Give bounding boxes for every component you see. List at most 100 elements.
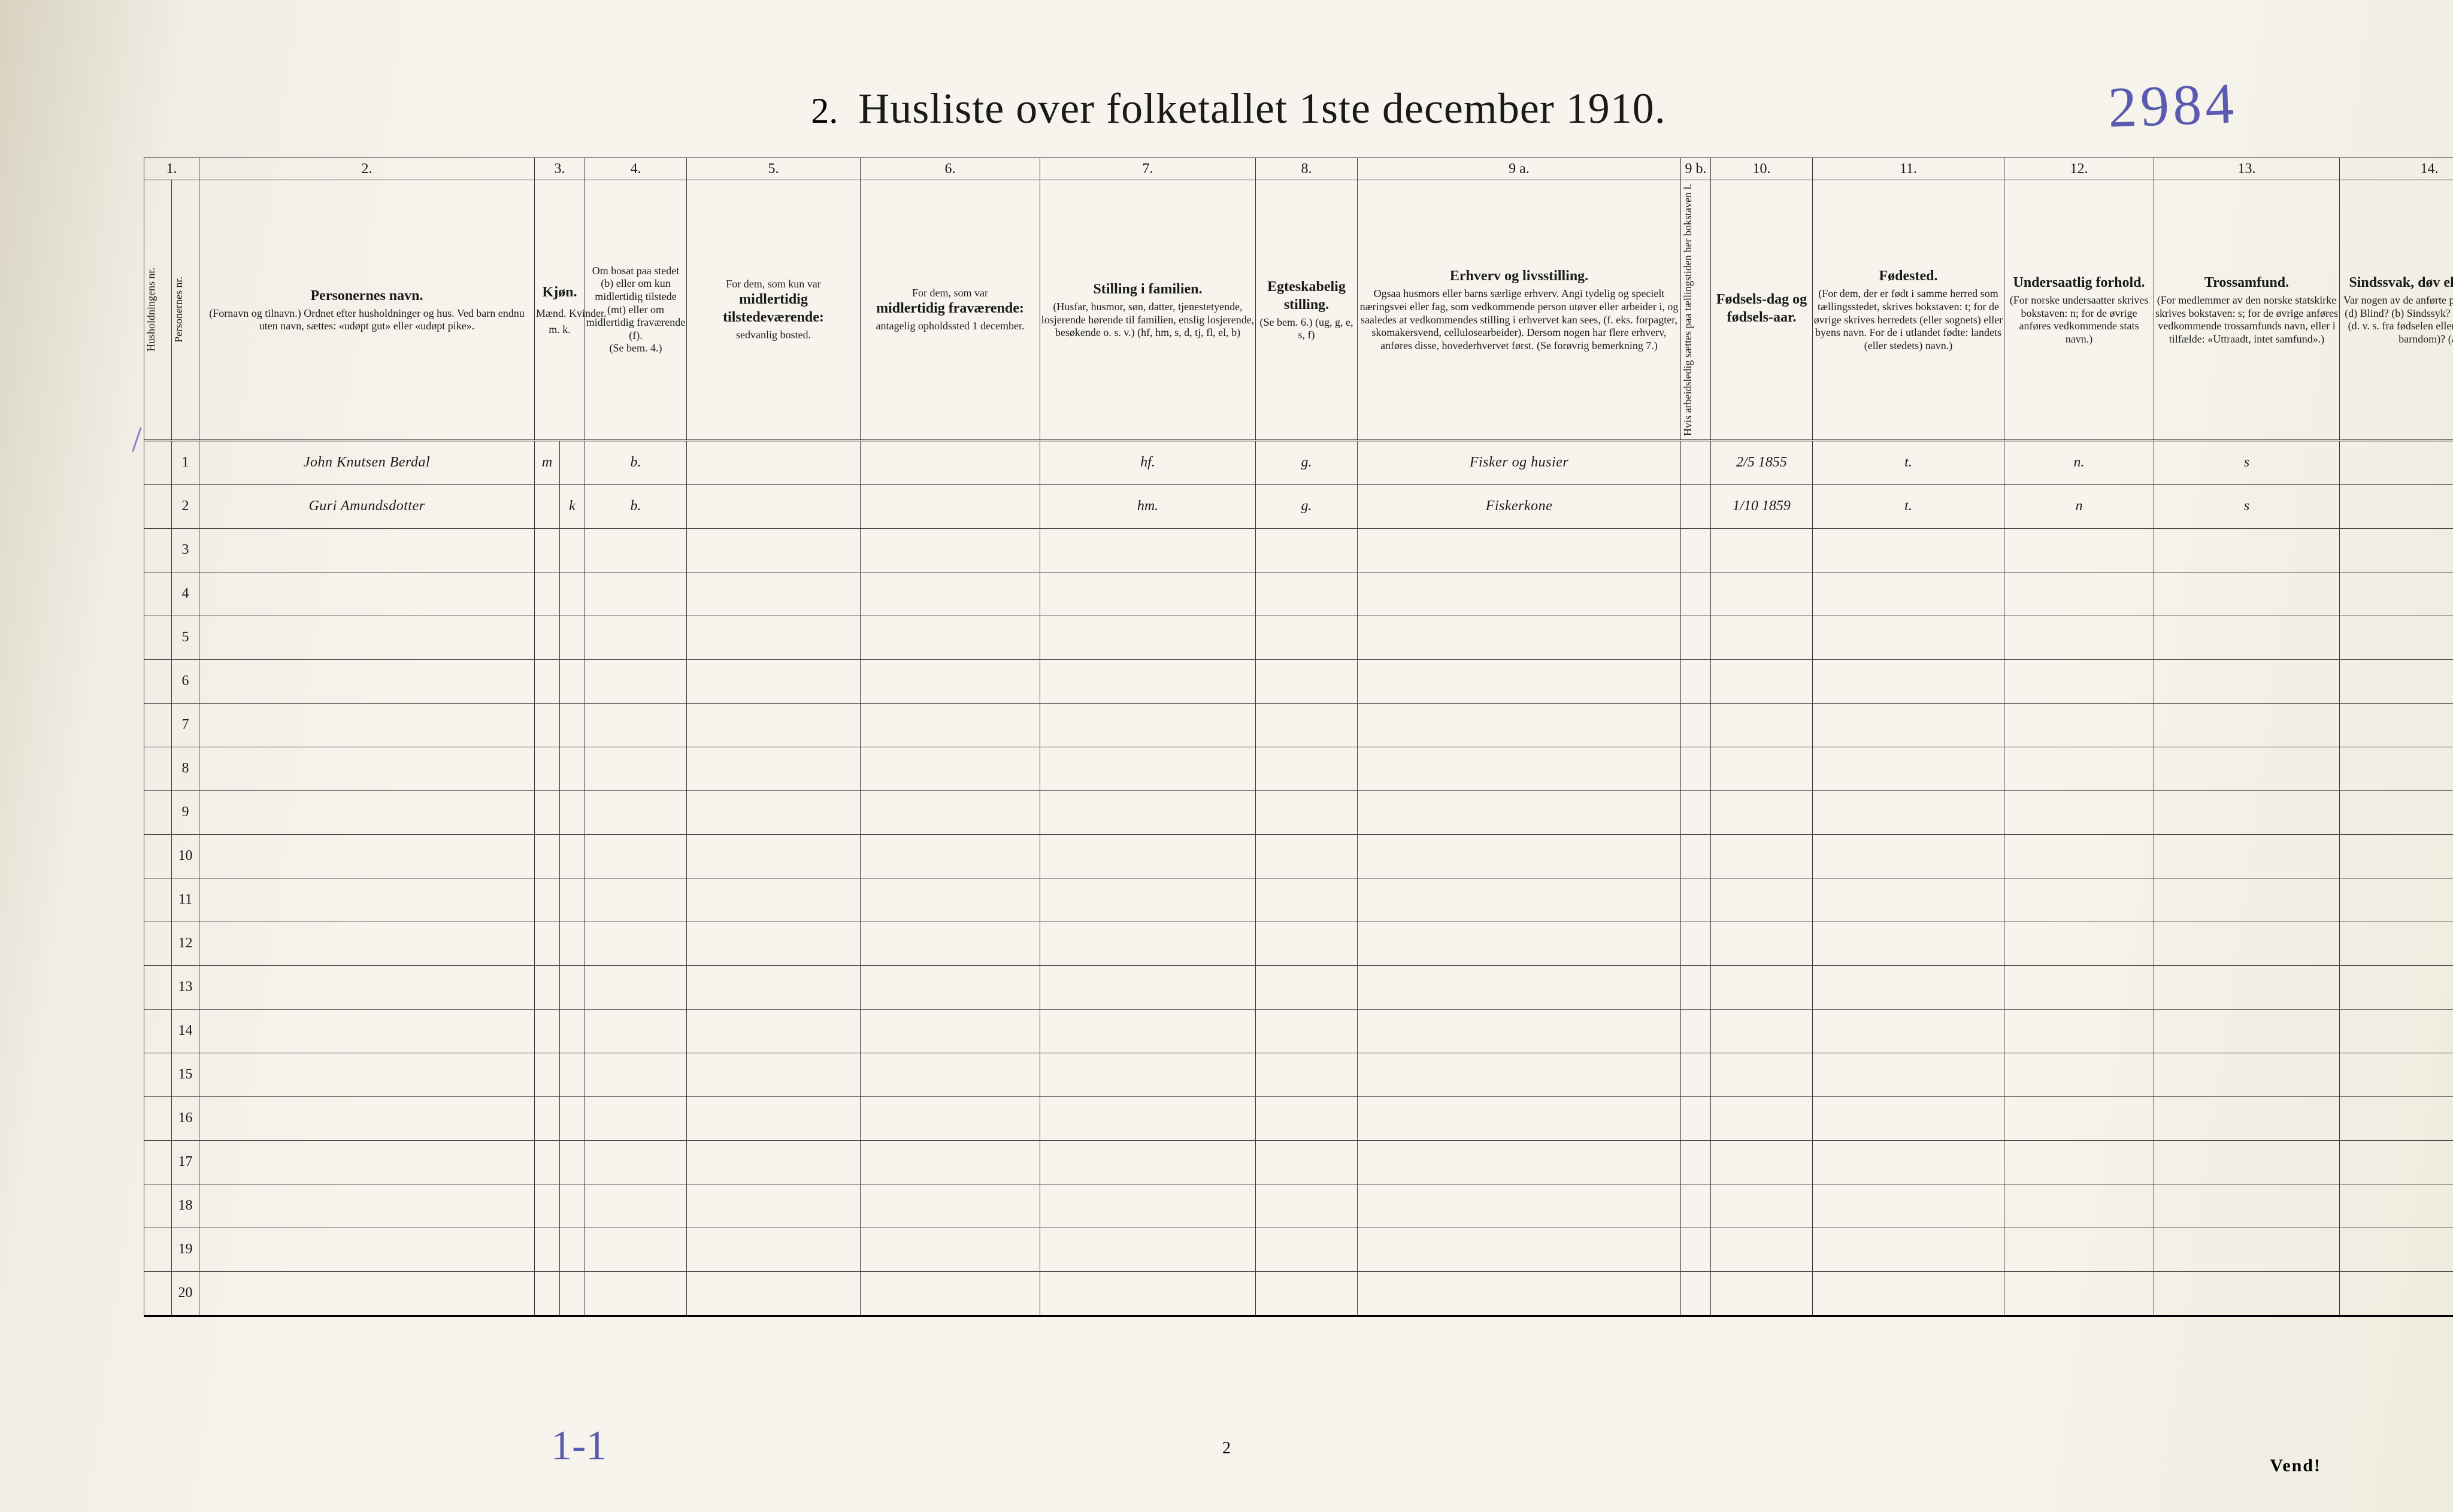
cell [1711, 1140, 1813, 1184]
cell [560, 440, 585, 484]
cell [144, 1184, 172, 1228]
cell [199, 616, 535, 659]
cell: 8 [172, 747, 199, 790]
cell [2004, 1140, 2154, 1184]
cell [2154, 1096, 2340, 1140]
cell [560, 878, 585, 922]
table-row: 1John Knutsen Berdalmb.hf.g.Fisker og hu… [144, 440, 2453, 484]
cell [585, 703, 687, 747]
cell [1813, 747, 2004, 790]
cell [2340, 659, 2453, 703]
cell [1040, 703, 1256, 747]
colnum-4: 4. [585, 158, 687, 180]
cell [2154, 965, 2340, 1009]
cell [1681, 747, 1711, 790]
cell [2154, 572, 2340, 616]
cell: 7 [172, 703, 199, 747]
cell: 6 [172, 659, 199, 703]
hdr-c8: Egteskabelig stilling. (Se bem. 6.) (ug,… [1256, 180, 1358, 441]
cell [1813, 1096, 2004, 1140]
cell [861, 703, 1040, 747]
cell [1813, 1271, 2004, 1316]
cell: k [560, 484, 585, 528]
cell: 16 [172, 1096, 199, 1140]
cell [1711, 1053, 1813, 1096]
cell [535, 528, 560, 572]
cell [2004, 1009, 2154, 1053]
hdr-c3: Kjøn. Mænd. Kvinder. m. k. [535, 180, 585, 441]
cell: 9 [172, 790, 199, 834]
cell [199, 659, 535, 703]
cell: Fiskerkone [1358, 484, 1681, 528]
cell [1358, 1096, 1681, 1140]
cell [535, 1009, 560, 1053]
cell [199, 1096, 535, 1140]
cell [1256, 790, 1358, 834]
cell [144, 1140, 172, 1184]
cell [2004, 528, 2154, 572]
cell [535, 484, 560, 528]
table-row: 13 [144, 965, 2453, 1009]
cell [144, 616, 172, 659]
cell [2340, 1096, 2453, 1140]
cell: 20 [172, 1271, 199, 1316]
cell [535, 616, 560, 659]
cell [1256, 1228, 1358, 1271]
cell [535, 1228, 560, 1271]
cell [1813, 703, 2004, 747]
cell [199, 834, 535, 878]
cell [535, 965, 560, 1009]
cell [861, 965, 1040, 1009]
cell [1681, 834, 1711, 878]
cell [687, 747, 861, 790]
cell [687, 440, 861, 484]
cell [2154, 703, 2340, 747]
cell [585, 878, 687, 922]
colnum-10: 10. [1711, 158, 1813, 180]
colnum-5: 5. [687, 158, 861, 180]
cell [144, 659, 172, 703]
margin-mark: / [132, 419, 142, 460]
colnum-6: 6. [861, 158, 1040, 180]
cell: m [535, 440, 560, 484]
cell [199, 790, 535, 834]
cell [535, 703, 560, 747]
cell [1040, 878, 1256, 922]
cell [1358, 1228, 1681, 1271]
cell: g. [1256, 440, 1358, 484]
cell [2340, 790, 2453, 834]
title-row: 2. Husliste over folketallet 1ste decemb… [144, 84, 2333, 134]
cell [199, 1228, 535, 1271]
cell [1711, 747, 1813, 790]
cell [2004, 659, 2154, 703]
cell [687, 616, 861, 659]
cell [1711, 965, 1813, 1009]
cell [1358, 878, 1681, 922]
cell [1040, 572, 1256, 616]
table-row: 14 [144, 1009, 2453, 1053]
cell [2154, 1140, 2340, 1184]
cell [1040, 1096, 1256, 1140]
cell [2004, 922, 2154, 965]
cell [560, 1096, 585, 1140]
cell [1681, 922, 1711, 965]
cell [1711, 572, 1813, 616]
cell [2154, 659, 2340, 703]
cell [2004, 965, 2154, 1009]
handwritten-top-number: 2984 [2107, 69, 2239, 140]
cell [1711, 1184, 1813, 1228]
cell [861, 572, 1040, 616]
cell [199, 528, 535, 572]
cell [2340, 484, 2453, 528]
cell [2004, 1184, 2154, 1228]
cell [2154, 747, 2340, 790]
cell: 1/10 1859 [1711, 484, 1813, 528]
table-row: 15 [144, 1053, 2453, 1096]
cell: 10 [172, 834, 199, 878]
table-body: 1John Knutsen Berdalmb.hf.g.Fisker og hu… [144, 440, 2453, 1316]
cell [1681, 1096, 1711, 1140]
cell [585, 834, 687, 878]
cell [144, 1096, 172, 1140]
cell [560, 1140, 585, 1184]
cell: t. [1813, 484, 2004, 528]
